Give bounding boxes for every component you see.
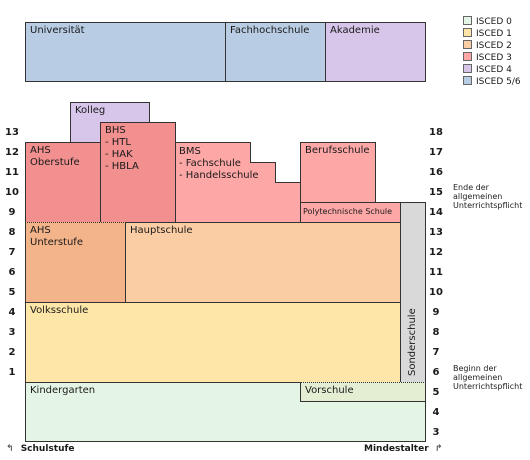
mindestalter-17: 17 [429,147,443,158]
arrow-left-icon: ↰ [6,444,14,454]
box-berufsschule: Berufsschule [300,142,376,203]
mindestalter-14: 14 [429,207,443,218]
box-ahs-oberstufe: AHS Oberstufe [25,142,101,223]
legend-swatch [463,76,472,85]
mindestalter-15: 15 [429,187,443,198]
legend-item: ISCED 3 [463,52,512,63]
box-ahs-unterstufe: AHS Unterstufe [25,222,126,303]
sonderschule-label: Sonderschule [407,308,418,376]
legend-label: ISCED 3 [476,53,512,63]
legend-label: ISCED 0 [476,17,512,27]
legend-item: ISCED 4 [463,64,512,75]
schulstufe-9: 9 [8,207,16,218]
box-polytechnische-schule: Polytechnische Schule [300,202,401,223]
axis-mindestalter: Mindestalter ↱ [364,444,442,454]
legend-label: ISCED 1 [476,29,512,39]
schulstufe-12: 12 [5,147,19,158]
note-ende-unterrichtspflicht: Ende der allgemeinen Unterrichtspflicht [453,183,523,210]
box-universitaet: Universität [25,22,226,82]
schulstufe-13: 13 [5,127,19,138]
legend-swatch [463,40,472,49]
box-bms-label: BMS - Fachschule - Handelsschule [179,146,259,181]
mindestalter-10: 10 [429,287,443,298]
legend-label: ISCED 2 [476,41,512,51]
legend-swatch [463,64,472,73]
axis-schulstufe-label: Schulstufe [20,444,75,454]
box-vorschule: Vorschule [300,382,426,402]
schulstufe-3: 3 [8,327,16,338]
mindestalter-9: 9 [432,307,440,318]
axis-schulstufe: ↰ Schulstufe [6,444,75,454]
schulstufe-4: 4 [8,307,16,318]
mindestalter-12: 12 [429,247,443,258]
note-beginn-unterrichtspflicht: Beginn der allgemeinen Unterrichtspflich… [453,364,523,391]
arrow-right-icon: ↱ [434,444,443,454]
mindestalter-18: 18 [429,127,443,138]
legend-item: ISCED 0 [463,16,512,27]
schulstufe-6: 6 [8,267,16,278]
mindestalter-16: 16 [429,167,443,178]
box-volksschule: Volksschule [25,302,401,383]
mindestalter-5: 5 [432,387,440,398]
mindestalter-13: 13 [429,227,443,238]
schulstufe-8: 8 [8,227,16,238]
schulstufe-5: 5 [8,287,16,298]
legend-label: ISCED 5/6 [476,77,521,87]
mindestalter-4: 4 [432,407,440,418]
schulstufe-11: 11 [5,167,19,178]
mindestalter-8: 8 [432,327,440,338]
legend-item: ISCED 2 [463,40,512,51]
mindestalter-11: 11 [429,267,443,278]
schulstufe-7: 7 [8,247,16,258]
legend-swatch [463,28,472,37]
legend-item: ISCED 5/6 [463,76,521,87]
mindestalter-7: 7 [432,347,440,358]
legend-swatch [463,16,472,25]
box-sonderschule: Sonderschule [400,202,426,383]
schulstufe-1: 1 [8,367,16,378]
mindestalter-6: 6 [432,367,440,378]
mindestalter-3: 3 [432,427,440,438]
legend-swatch [463,52,472,61]
legend-label: ISCED 4 [476,65,512,75]
box-bhs: BHS - HTL - HAK - HBLA [100,122,176,223]
schulstufe-10: 10 [5,187,19,198]
box-hauptschule: Hauptschule [125,222,401,303]
legend-item: ISCED 1 [463,28,512,39]
axis-mindestalter-label: Mindestalter [364,444,429,454]
schulstufe-2: 2 [8,347,16,358]
box-akademie: Akademie [325,22,426,82]
box-fachhochschule: Fachhochschule [225,22,326,82]
